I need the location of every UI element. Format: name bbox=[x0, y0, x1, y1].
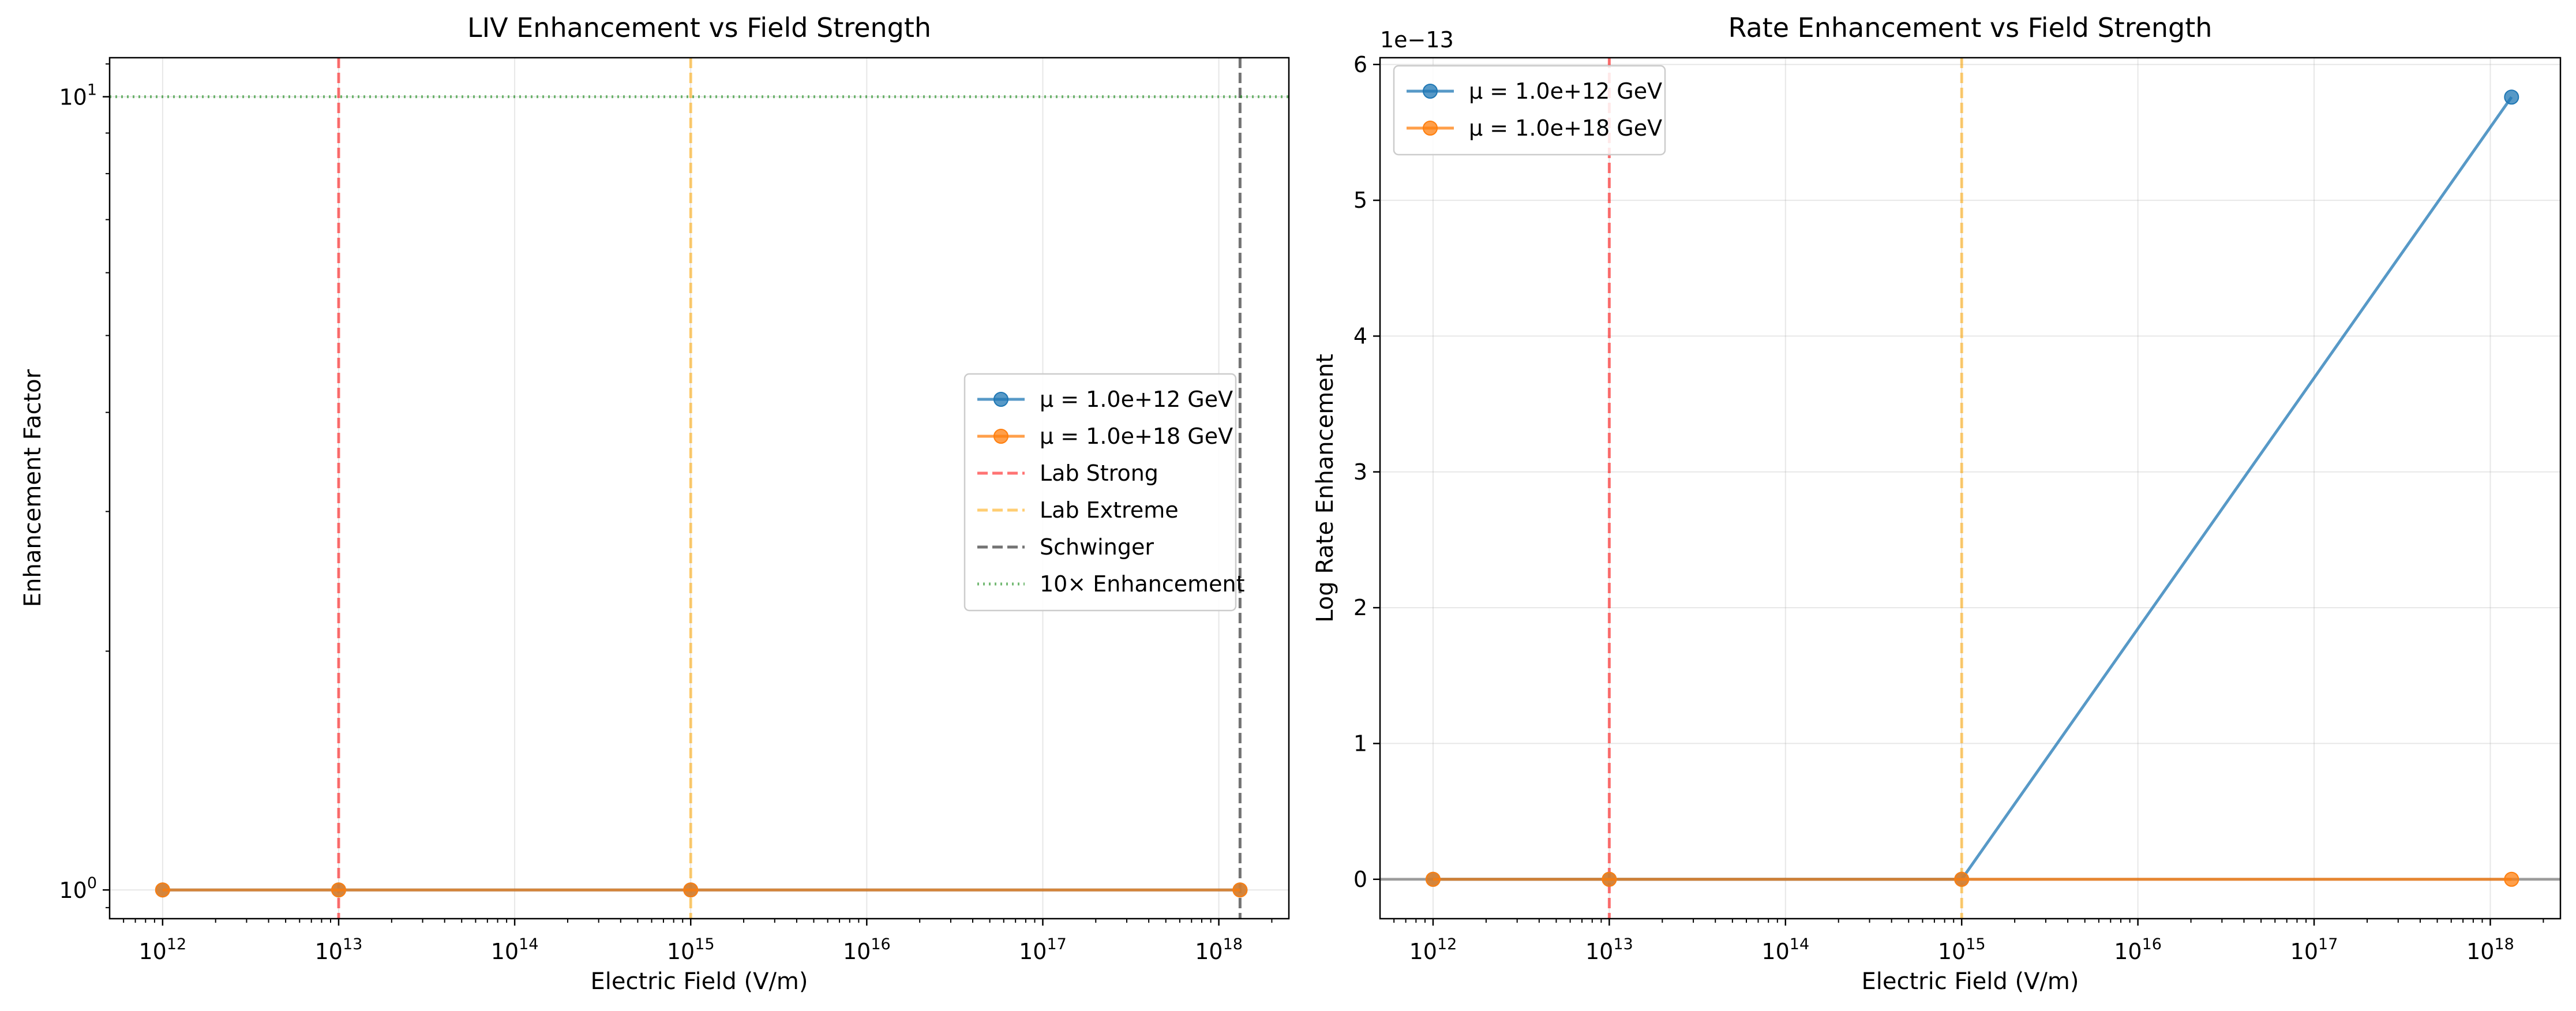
legend: μ = 1.0e+12 GeV μ = 1.0e+18 GeV bbox=[1393, 65, 1666, 156]
y-axis-label: Enhancement Factor bbox=[20, 369, 46, 607]
legend-marker bbox=[993, 429, 1008, 444]
legend-item: Lab Strong bbox=[977, 460, 1158, 486]
x-tick-label: 1012 bbox=[138, 935, 186, 964]
y-offset-text: 1e−13 bbox=[1380, 27, 1454, 53]
x-tick-label: 1016 bbox=[2114, 935, 2162, 964]
y-tick-label: 4 bbox=[1353, 323, 1367, 349]
legend-item: μ = 1.0e+18 GeV bbox=[977, 424, 1233, 449]
x-tick-label: 1017 bbox=[2290, 935, 2338, 964]
x-tick-label: 1013 bbox=[1585, 935, 1633, 964]
x-tick-label: 1017 bbox=[1019, 935, 1067, 964]
y-tick-label: 2 bbox=[1353, 595, 1367, 620]
legend-label: 10× Enhancement bbox=[1040, 571, 1244, 597]
y-axis-label: Log Rate Enhancement bbox=[1312, 354, 1338, 623]
axes-frame bbox=[108, 57, 1290, 920]
legend-item: Lab Extreme bbox=[977, 497, 1179, 523]
legend-marker bbox=[1423, 84, 1438, 99]
x-axis-label: Electric Field (V/m) bbox=[591, 968, 808, 995]
legend-item: μ = 1.0e+18 GeV bbox=[1407, 115, 1662, 141]
x-tick-label: 1016 bbox=[843, 935, 891, 964]
data-point bbox=[2504, 871, 2519, 887]
y-tick-label: 101 bbox=[59, 81, 97, 110]
legend-label: Schwinger bbox=[1040, 534, 1154, 560]
legend-label: μ = 1.0e+18 GeV bbox=[1040, 424, 1233, 449]
x-tick-label: 1015 bbox=[667, 935, 715, 964]
x-tick-label: 1014 bbox=[1761, 935, 1809, 964]
data-point bbox=[1954, 871, 1970, 887]
chart-2: 1012 1013 1014 1015 1016 1017 1018 0 1 2 3 4 5 6 1e−13… bbox=[1312, 12, 2562, 995]
data-point bbox=[683, 882, 699, 898]
legend-label: μ = 1.0e+12 GeV bbox=[1469, 78, 1662, 104]
x-tick-label: 1018 bbox=[1195, 935, 1243, 964]
legend-label: μ = 1.0e+12 GeV bbox=[1040, 387, 1233, 412]
legend-marker bbox=[993, 392, 1008, 407]
data-point bbox=[155, 882, 170, 898]
legend-box bbox=[963, 373, 1237, 612]
data-point bbox=[1425, 871, 1441, 887]
y-tick-label: 100 bbox=[59, 874, 97, 903]
legend: μ = 1.0e+12 GeV μ = 1.0e+18 GeV Lab Strong… bbox=[963, 373, 1244, 612]
series-2 bbox=[1425, 871, 2519, 887]
chart-title: LIV Enhancement vs Field Strength bbox=[467, 12, 931, 43]
x-tick-label: 1012 bbox=[1409, 935, 1457, 964]
series-2 bbox=[155, 882, 1248, 898]
x-tick-label: 1015 bbox=[1938, 935, 1986, 964]
legend-item: μ = 1.0e+12 GeV bbox=[1407, 78, 1662, 104]
x-tick-label: 1014 bbox=[491, 935, 539, 964]
legend-marker bbox=[1423, 121, 1438, 136]
y-tick-label: 0 bbox=[1353, 867, 1367, 892]
x-tick-label: 1018 bbox=[2466, 935, 2514, 964]
data-point bbox=[2504, 89, 2519, 105]
plot-area bbox=[1380, 58, 2560, 919]
legend-label: Lab Extreme bbox=[1040, 497, 1179, 523]
y-tick-label: 6 bbox=[1353, 52, 1367, 77]
chart-title: Rate Enhancement vs Field Strength bbox=[1728, 12, 2213, 43]
legend-item: μ = 1.0e+12 GeV bbox=[977, 387, 1233, 412]
axes-frame bbox=[1379, 57, 2562, 920]
x-tick-label: 1013 bbox=[315, 935, 363, 964]
legend-item: 10× Enhancement bbox=[977, 571, 1244, 597]
legend-label: Lab Strong bbox=[1040, 460, 1158, 486]
legend-item: Schwinger bbox=[977, 534, 1154, 560]
chart-1: 1012 1013 1014 1015 1016 1017 1018 100 101 LIV En… bbox=[20, 12, 1290, 995]
data-point bbox=[1602, 871, 1617, 887]
x-axis-label: Electric Field (V/m) bbox=[1862, 968, 2079, 995]
y-tick-label: 1 bbox=[1353, 731, 1367, 756]
y-tick-label: 5 bbox=[1353, 188, 1367, 213]
data-point bbox=[331, 882, 346, 898]
legend-label: μ = 1.0e+18 GeV bbox=[1469, 115, 1662, 141]
data-point bbox=[1232, 882, 1248, 898]
legend-box bbox=[1393, 65, 1666, 156]
y-tick-label: 3 bbox=[1353, 459, 1367, 485]
